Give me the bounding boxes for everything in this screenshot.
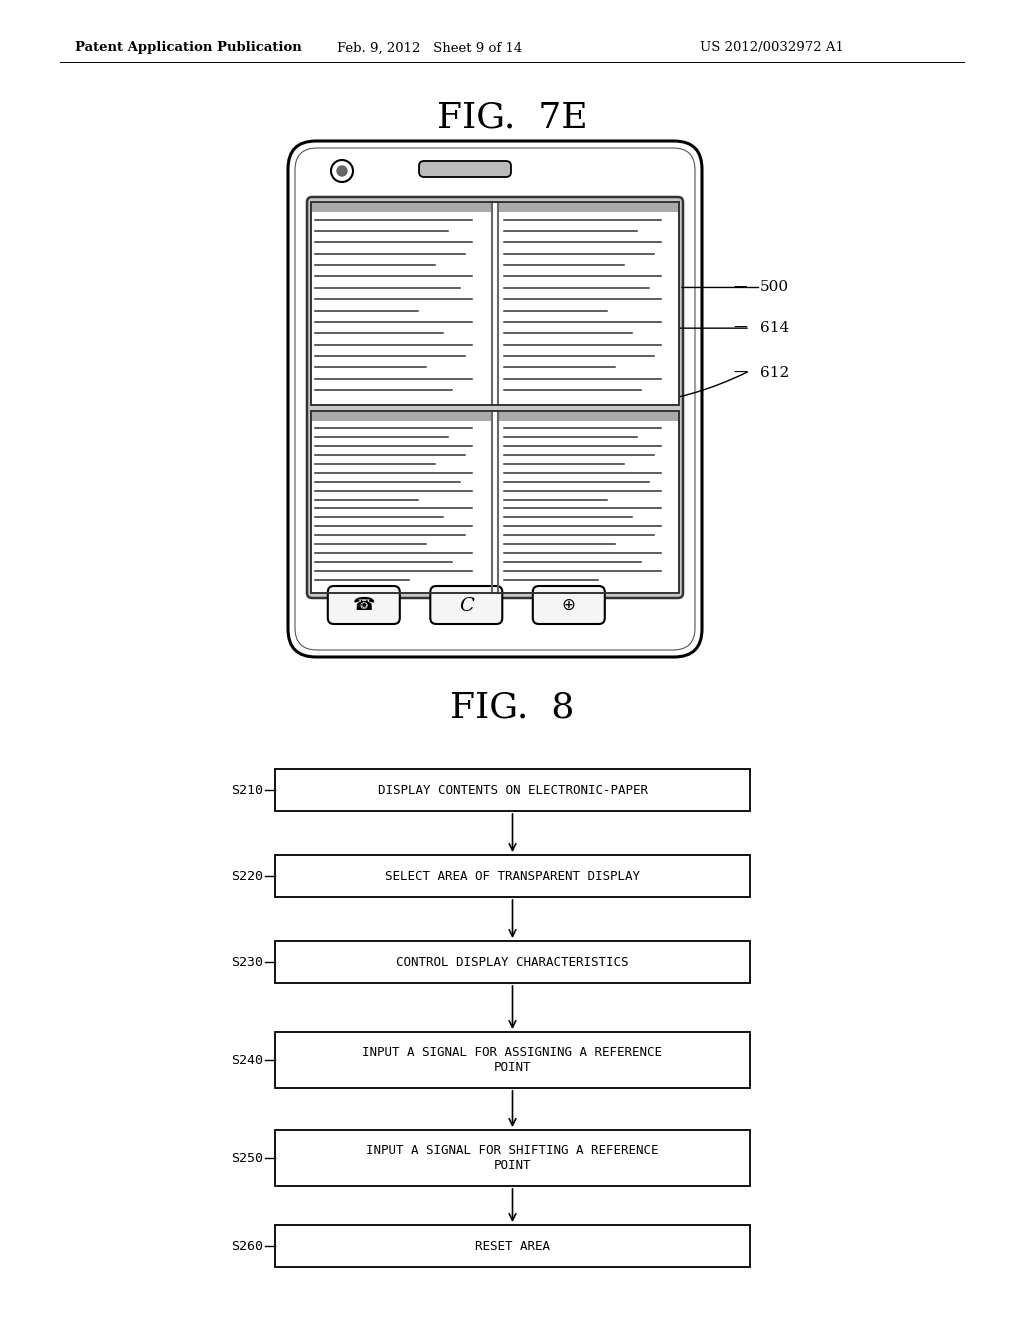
Text: 612: 612 [760,366,790,380]
Bar [498,202,679,213]
Text: —: — [733,280,746,294]
Bar [275,1225,750,1267]
Text: S220: S220 [231,870,263,883]
Text: DISPLAY CONTENTS ON ELECTRONIC-PAPER: DISPLAY CONTENTS ON ELECTRONIC-PAPER [378,784,647,796]
Text: S240: S240 [231,1053,263,1067]
Text: C: C [459,597,474,615]
FancyBboxPatch shape [430,586,503,624]
Text: S250: S250 [231,1151,263,1164]
Bar [275,770,750,810]
Bar [275,1032,750,1088]
Text: ☎: ☎ [352,597,375,614]
Text: CONTROL DISPLAY CHARACTERISTICS: CONTROL DISPLAY CHARACTERISTICS [396,956,629,969]
Text: RESET AREA: RESET AREA [475,1239,550,1253]
FancyBboxPatch shape [288,141,702,657]
Bar [311,202,492,213]
Bar [311,202,679,405]
Text: 614: 614 [760,321,790,335]
FancyBboxPatch shape [328,586,399,624]
Text: S230: S230 [231,956,263,969]
Text: US 2012/0032972 A1: US 2012/0032972 A1 [700,41,844,54]
Text: 500: 500 [760,280,790,294]
Text: S210: S210 [231,784,263,796]
Bar [311,412,679,593]
FancyBboxPatch shape [307,197,683,598]
Bar [275,941,750,983]
Text: —: — [733,321,746,335]
Text: FIG.  8: FIG. 8 [450,690,574,725]
Text: FIG.  7E: FIG. 7E [436,102,588,135]
Bar [275,855,750,898]
Bar [311,405,679,412]
Text: Patent Application Publication: Patent Application Publication [75,41,302,54]
Text: —: — [733,366,746,380]
FancyBboxPatch shape [419,161,511,177]
FancyBboxPatch shape [532,586,605,624]
Text: INPUT A SIGNAL FOR SHIFTING A REFERENCE
POINT: INPUT A SIGNAL FOR SHIFTING A REFERENCE … [367,1144,658,1172]
Bar [311,412,679,593]
FancyBboxPatch shape [295,148,695,649]
Bar [275,1130,750,1185]
Text: INPUT A SIGNAL FOR ASSIGNING A REFERENCE
POINT: INPUT A SIGNAL FOR ASSIGNING A REFERENCE… [362,1045,663,1074]
Text: ⊕: ⊕ [562,597,575,614]
Bar [311,202,679,405]
Text: S260: S260 [231,1239,263,1253]
Bar [311,412,492,421]
Bar [498,412,679,421]
Circle shape [337,166,347,176]
Text: SELECT AREA OF TRANSPARENT DISPLAY: SELECT AREA OF TRANSPARENT DISPLAY [385,870,640,883]
Text: Feb. 9, 2012   Sheet 9 of 14: Feb. 9, 2012 Sheet 9 of 14 [337,41,522,54]
